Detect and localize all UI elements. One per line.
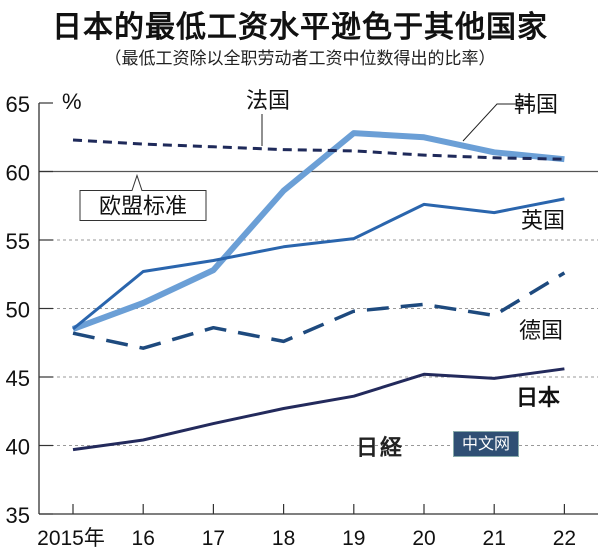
label-leader-line <box>462 103 529 142</box>
series-line <box>71 130 565 332</box>
series-label: 法国 <box>246 89 290 114</box>
x-tick-label: 16 <box>132 527 155 550</box>
watermark-text: 中文网 <box>453 431 519 457</box>
y-tick-label: 35 <box>6 503 30 528</box>
y-tick-label: 40 <box>6 435 30 460</box>
series-line <box>72 271 566 350</box>
chart-title: 日本的最低工资水平逊色于其他国家 <box>52 10 548 45</box>
series-label: 韩国 <box>514 93 558 118</box>
y-tick-label: 50 <box>6 298 30 323</box>
series-label: 日本 <box>516 386 560 411</box>
x-tick-label: 19 <box>342 527 365 550</box>
chart-subtitle: （最低工资除以全职劳动者工资中位数得出的比率） <box>104 49 496 69</box>
watermark-logo: 日経 <box>356 436 405 461</box>
x-tick-label: 20 <box>412 527 435 550</box>
y-tick-label: 60 <box>6 161 30 186</box>
eu-standard-label: 欧盟标准 <box>99 195 187 220</box>
y-tick-label: 55 <box>6 229 30 254</box>
series-label: 德国 <box>519 319 563 344</box>
x-tick-label: 2015年 <box>37 527 105 550</box>
x-tick-label: 22 <box>553 527 576 550</box>
y-unit-label: % <box>62 89 82 114</box>
series-label: 英国 <box>521 209 565 234</box>
y-tick-label: 45 <box>6 366 30 391</box>
x-tick-label: 17 <box>202 527 225 550</box>
series-line <box>72 367 565 452</box>
eu-standard-callout <box>79 173 207 221</box>
x-tick-label: 18 <box>272 527 295 550</box>
x-tick-label: 21 <box>483 527 506 550</box>
series-line <box>72 197 565 331</box>
series-line <box>72 138 565 161</box>
y-tick-label: 65 <box>6 92 30 117</box>
